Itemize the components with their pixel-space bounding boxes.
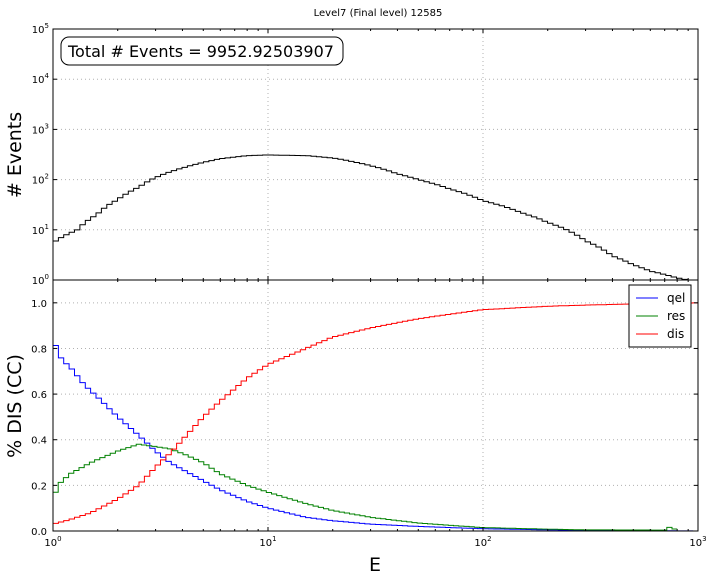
events-axes-frame — [52, 28, 699, 281]
fraction-y-tick-label: 0.2 — [31, 481, 47, 492]
fraction-y-ticks: 0.0 0.2 0.4 0.6 0.8 1.0 — [31, 299, 698, 538]
energy-x-tick-label: 102 — [474, 535, 491, 549]
events-y-tick-label: 104 — [32, 72, 50, 86]
energy-x-tick-label: 103 — [689, 535, 706, 549]
events-histogram-line — [53, 154, 698, 281]
events-y-tick-label: 102 — [32, 173, 49, 187]
total-events-annotation: Total # Events = 9952.92503907 — [67, 42, 334, 61]
events-grid — [53, 29, 698, 280]
fraction-y-tick-label: 1.0 — [31, 299, 47, 310]
fraction-y-tick-label: 0.0 — [31, 527, 47, 538]
legend-label-dis: dis — [667, 327, 684, 341]
energy-x-ticks: 100 101 102 103 — [44, 280, 707, 549]
annotation-frame — [60, 36, 344, 66]
events-y-tick-label: 103 — [32, 122, 49, 136]
fraction-y-axis-label: % DIS (CC) — [4, 354, 26, 458]
fraction-y-tick-label: 0.4 — [31, 436, 47, 447]
figure-title: Level7 (Final level) 12585 — [314, 8, 443, 19]
legend-label-res: res — [667, 309, 685, 323]
dis-fraction-panel: 0.0 0.2 0.4 0.6 0.8 1.0 100 101 102 103 % DIS (C… — [4, 279, 707, 576]
events-y-tick-label: 105 — [32, 22, 49, 36]
energy-x-axis-label: E — [369, 554, 381, 576]
series-line-qel — [53, 345, 698, 532]
fraction-grid — [53, 280, 698, 531]
fraction-axes-frame — [52, 279, 699, 532]
events-y-axis-label: # Events — [4, 112, 26, 198]
fraction-y-tick-label: 0.8 — [31, 344, 47, 355]
events-y-tick-label: 101 — [32, 223, 49, 237]
series-line-res — [53, 443, 678, 531]
legend-label-qel: qel — [667, 291, 685, 305]
energy-x-tick-label: 101 — [259, 535, 276, 549]
energy-x-tick-label: 100 — [44, 535, 61, 549]
fraction-y-tick-label: 0.6 — [31, 390, 47, 401]
legend: qel res dis — [628, 284, 692, 348]
events-y-tick-label: 100 — [32, 273, 49, 287]
events-panel: 100 101 102 103 104 105 Total # Events = 9952… — [4, 22, 699, 287]
series-line-dis — [53, 302, 698, 524]
fraction-series-lines — [53, 302, 698, 532]
events-annotation-box: Total # Events = 9952.92503907 — [60, 36, 344, 66]
